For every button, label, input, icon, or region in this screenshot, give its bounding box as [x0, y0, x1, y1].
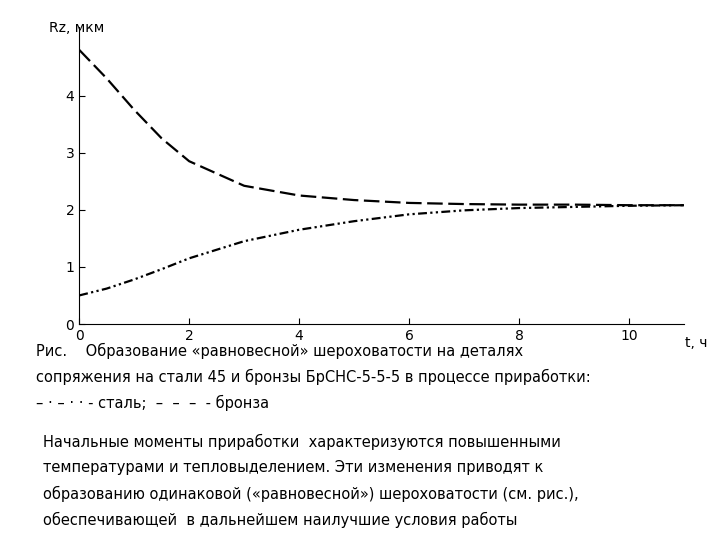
X-axis label: t, ч: t, ч	[685, 336, 707, 350]
Text: обеспечивающей  в дальнейшем наилучшие условия работы: обеспечивающей в дальнейшем наилучшие ус…	[43, 511, 518, 528]
Text: образованию одинаковой («равновесной») шероховатости (см. рис.),: образованию одинаковой («равновесной») ш…	[43, 485, 579, 502]
Text: сопряжения на стали 45 и бронзы БрСНС-5-5-5 в процессе приработки:: сопряжения на стали 45 и бронзы БрСНС-5-…	[36, 369, 590, 385]
Text: – · – · · - сталь;  –  –  –  - бронза: – · – · · - сталь; – – – - бронза	[36, 395, 269, 411]
Text: Рис.    Образование «равновесной» шероховатости на деталях: Рис. Образование «равновесной» шероховат…	[36, 343, 523, 359]
Y-axis label: Rz, мкм: Rz, мкм	[49, 21, 104, 35]
Text: температурами и тепловыделением. Эти изменения приводят к: температурами и тепловыделением. Эти изм…	[43, 460, 544, 475]
Text: Начальные моменты приработки  характеризуются повышенными: Начальные моменты приработки характеризу…	[43, 434, 561, 450]
Text: сопряжения.: сопряжения.	[43, 537, 143, 540]
